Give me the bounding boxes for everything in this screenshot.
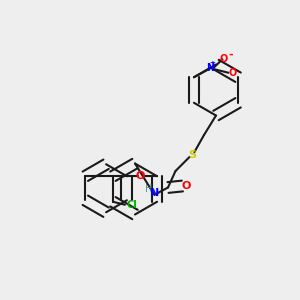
Text: S: S <box>188 149 196 160</box>
Text: N: N <box>206 63 214 73</box>
Text: O: O <box>220 54 228 64</box>
Text: Cl: Cl <box>126 200 137 210</box>
Text: +: + <box>209 60 215 66</box>
Text: O: O <box>181 181 191 191</box>
Text: -: - <box>229 50 233 60</box>
Text: O: O <box>229 68 237 78</box>
Text: O: O <box>136 171 145 181</box>
Text: H: H <box>145 184 152 194</box>
Text: N: N <box>150 188 159 199</box>
